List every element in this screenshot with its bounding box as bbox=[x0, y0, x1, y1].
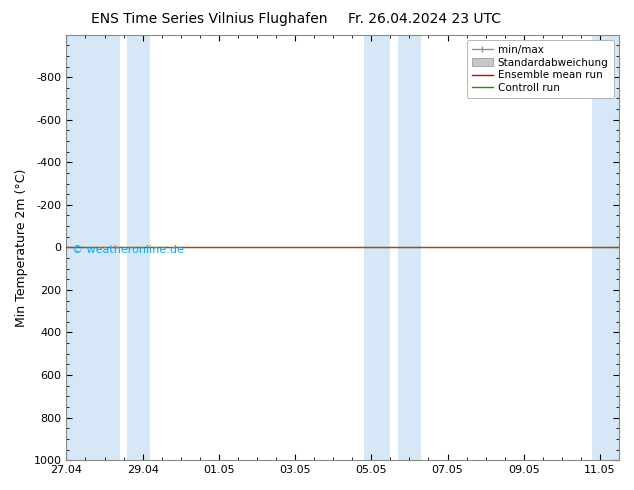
Text: ENS Time Series Vilnius Flughafen: ENS Time Series Vilnius Flughafen bbox=[91, 12, 328, 26]
Text: Fr. 26.04.2024 23 UTC: Fr. 26.04.2024 23 UTC bbox=[348, 12, 501, 26]
Bar bbox=[364, 35, 391, 460]
Text: © weatheronline.de: © weatheronline.de bbox=[72, 245, 184, 255]
Y-axis label: Min Temperature 2m (°C): Min Temperature 2m (°C) bbox=[15, 168, 28, 326]
Bar bbox=[592, 35, 634, 460]
Bar bbox=[127, 35, 150, 460]
Bar bbox=[398, 35, 421, 460]
Bar bbox=[67, 35, 120, 460]
Legend: min/max, Standardabweichung, Ensemble mean run, Controll run: min/max, Standardabweichung, Ensemble me… bbox=[467, 40, 614, 98]
